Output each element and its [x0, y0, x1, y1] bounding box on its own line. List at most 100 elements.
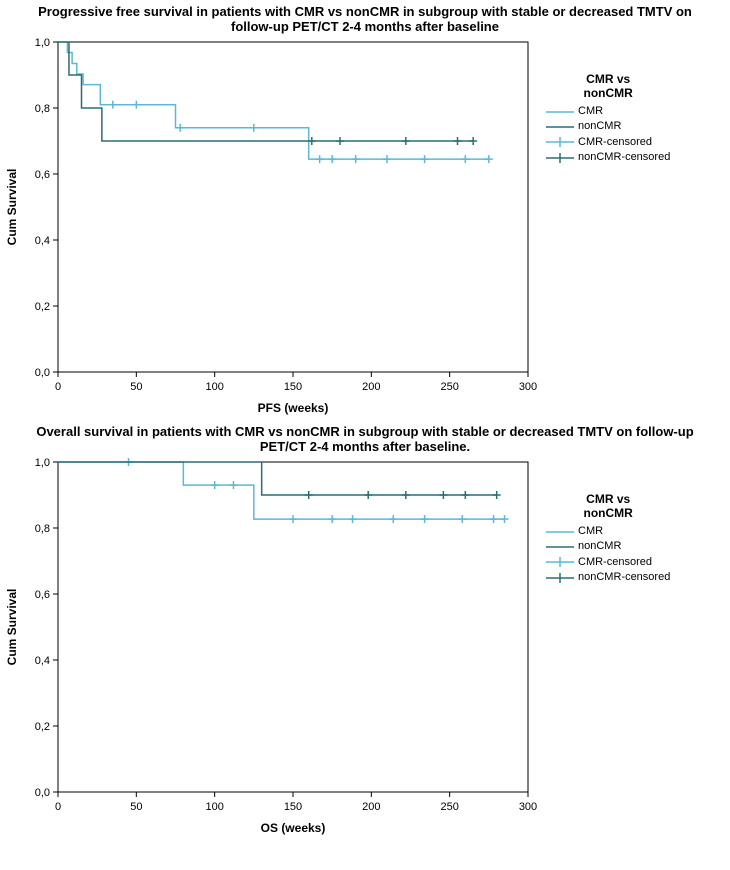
censor-mark-cmr: [109, 101, 117, 109]
censor-mark-cmr: [421, 155, 429, 163]
censor-mark-cmr: [490, 515, 498, 523]
censor-mark-noncmr: [439, 491, 447, 499]
km-line-noncmr: [58, 42, 473, 141]
censor-mark-noncmr: [469, 137, 477, 145]
censor-mark-noncmr: [364, 491, 372, 499]
y-tick-label: 1,0: [35, 457, 50, 469]
legend-item: CMR: [546, 104, 670, 119]
censor-mark-noncmr: [461, 491, 469, 499]
legend-label: CMR: [578, 104, 603, 119]
legend-swatch: [546, 540, 574, 554]
y-tick-label: 0,6: [35, 589, 50, 601]
legend-label: CMR-censored: [578, 555, 652, 570]
plot-frame: [58, 42, 528, 372]
plot-wrap: 0,0 0,2 0,4 0,6 0,8 1,0 0 50 100 150 200 250 300 PFS …: [0, 36, 538, 420]
censor-mark-cmr: [389, 515, 397, 523]
censor-mark-cmr: [211, 481, 219, 489]
km-line-noncmr: [58, 462, 497, 495]
legend-swatch: [546, 151, 574, 165]
censor-mark-cmr: [461, 155, 469, 163]
censor-mark-noncmr: [336, 137, 344, 145]
y-tick-label: 0,0: [35, 787, 50, 799]
x-axis-label: OS (weeks): [261, 821, 326, 835]
legend-swatch: [546, 120, 574, 134]
km-plot-os: 0,0 0,2 0,4 0,6 0,8 1,0 0 50 100 150 200 250 300 OS (…: [0, 456, 538, 840]
censor-mark-cmr: [349, 515, 357, 523]
legend-swatch: [546, 555, 574, 569]
x-tick-label: 0: [55, 801, 61, 813]
legend-item: nonCMR: [546, 119, 670, 134]
panel-os: Overall survival in patients with CMR vs…: [0, 420, 730, 840]
censor-mark-cmr: [289, 515, 297, 523]
y-axis-label: Cum Survival: [5, 589, 19, 666]
km-line-cmr: [58, 462, 505, 519]
legend-swatch: [546, 105, 574, 119]
y-tick-label: 0,8: [35, 523, 50, 535]
chart-title: Progressive free survival in patients wi…: [0, 0, 730, 36]
y-tick-label: 0,8: [35, 103, 50, 115]
censor-mark-cmr: [250, 124, 258, 132]
legend-label: CMR: [578, 524, 603, 539]
plot-row: 0,0 0,2 0,4 0,6 0,8 1,0 0 50 100 150 200 250 300 OS (…: [0, 456, 730, 840]
censor-mark-cmr: [132, 101, 140, 109]
x-tick-label: 150: [284, 381, 302, 393]
panel-pfs: Progressive free survival in patients wi…: [0, 0, 730, 420]
figure-root: Progressive free survival in patients wi…: [0, 0, 730, 840]
legend-label: nonCMR-censored: [578, 150, 670, 165]
x-axis-label: PFS (weeks): [258, 401, 329, 415]
plot-wrap: 0,0 0,2 0,4 0,6 0,8 1,0 0 50 100 150 200 250 300 OS (…: [0, 456, 538, 840]
legend-label: nonCMR: [578, 119, 621, 134]
censor-mark-cmr: [383, 155, 391, 163]
y-tick-label: 0,6: [35, 169, 50, 181]
censor-mark-cmr: [458, 515, 466, 523]
plot-row: 0,0 0,2 0,4 0,6 0,8 1,0 0 50 100 150 200 250 300 PFS …: [0, 36, 730, 420]
x-tick-label: 100: [205, 381, 223, 393]
legend-label: nonCMR: [578, 539, 621, 554]
legend-item: CMR-censored: [546, 135, 670, 150]
censor-mark-cmr: [229, 481, 237, 489]
y-tick-label: 0,0: [35, 367, 50, 379]
legend-item: CMR: [546, 524, 670, 539]
x-tick-label: 0: [55, 381, 61, 393]
legend-swatch: [546, 135, 574, 149]
legend-item: nonCMR: [546, 539, 670, 554]
x-tick-label: 250: [440, 801, 458, 813]
legend-label: nonCMR-censored: [578, 570, 670, 585]
censor-mark-noncmr: [454, 137, 462, 145]
censor-mark-cmr: [485, 155, 493, 163]
censor-mark-cmr: [501, 515, 509, 523]
censor-mark-cmr: [176, 124, 184, 132]
y-tick-label: 0,2: [35, 301, 50, 313]
censor-mark-cmr: [421, 515, 429, 523]
legend-swatch: [546, 525, 574, 539]
y-tick-label: 0,4: [35, 235, 50, 247]
x-tick-label: 200: [362, 381, 380, 393]
x-tick-label: 50: [130, 381, 142, 393]
legend: CMR vs nonCMR CMRnonCMRCMR-censorednonCMR…: [538, 492, 670, 586]
x-tick-label: 100: [205, 801, 223, 813]
x-tick-label: 50: [130, 801, 142, 813]
x-tick-label: 300: [519, 381, 537, 393]
censor-mark-noncmr: [493, 491, 501, 499]
x-tick-label: 250: [440, 381, 458, 393]
legend-item: CMR-censored: [546, 555, 670, 570]
censor-mark-noncmr: [305, 491, 313, 499]
y-tick-label: 0,2: [35, 721, 50, 733]
x-tick-label: 200: [362, 801, 380, 813]
censor-mark-cmr: [316, 155, 324, 163]
x-tick-label: 150: [284, 801, 302, 813]
legend: CMR vs nonCMR CMRnonCMRCMR-censorednonCMR…: [538, 72, 670, 166]
legend-title: CMR vs nonCMR: [546, 72, 670, 100]
legend-item: nonCMR-censored: [546, 570, 670, 585]
censor-mark-noncmr: [402, 137, 410, 145]
y-tick-label: 1,0: [35, 37, 50, 49]
legend-item: nonCMR-censored: [546, 150, 670, 165]
legend-title: CMR vs nonCMR: [546, 492, 670, 520]
censor-mark-cmr: [328, 155, 336, 163]
censor-mark-cmr: [352, 155, 360, 163]
censor-mark-noncmr: [402, 491, 410, 499]
x-tick-label: 300: [519, 801, 537, 813]
km-plot-pfs: 0,0 0,2 0,4 0,6 0,8 1,0 0 50 100 150 200 250 300 PFS …: [0, 36, 538, 420]
y-tick-label: 0,4: [35, 655, 50, 667]
plot-frame: [58, 462, 528, 792]
